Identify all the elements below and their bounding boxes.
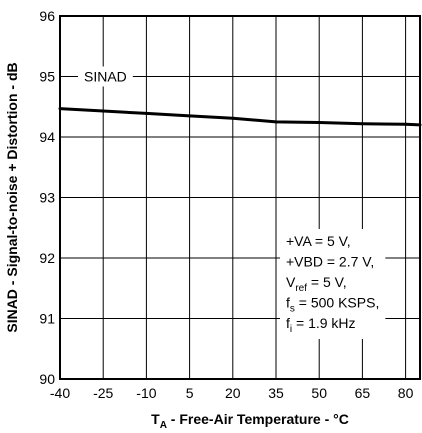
annotation-text: f	[286, 295, 290, 311]
annotation-text: f	[286, 315, 290, 331]
x-tick-label: 35	[268, 385, 284, 401]
annotation-text: +VA = 5 V,	[286, 233, 351, 249]
x-axis-title-symbol: T	[151, 411, 160, 427]
x-tick-label: 5	[186, 385, 194, 401]
annotation-text: = 1.9 kHz	[292, 315, 355, 331]
annotation-text: = 500 KSPS,	[295, 295, 379, 311]
annotation-subscript: s	[290, 304, 295, 315]
series-point	[360, 122, 364, 126]
series-label-background	[78, 66, 133, 87]
annotation-line: +VBD = 2.7 V,	[286, 254, 374, 270]
series-point	[274, 120, 278, 124]
x-axis-title-subscript: A	[160, 420, 167, 431]
annotation-line: fs = 500 KSPS,	[286, 295, 379, 315]
annotation-text: V	[286, 274, 296, 290]
annotation-background	[280, 229, 386, 339]
annotation-subscript: ref	[295, 283, 307, 294]
y-tick-label: 92	[39, 250, 55, 266]
x-tick-label: -40	[50, 385, 70, 401]
series-label-sinad: SINAD	[84, 69, 127, 85]
grid-lines	[59, 15, 420, 380]
series-point	[317, 120, 321, 124]
series-layer: SINAD	[58, 66, 422, 127]
y-tick-label: 96	[39, 8, 55, 24]
series-point	[144, 111, 148, 115]
series-line-sinad	[59, 107, 421, 127]
series-point	[418, 123, 422, 127]
annotation-text: = 5 V,	[307, 274, 347, 290]
y-tick-label: 91	[39, 311, 55, 327]
annotation-line: Vref = 5 V,	[286, 274, 347, 294]
annotation-line: +VA = 5 V,	[286, 233, 351, 249]
x-axis-title-text: - Free-Air Temperature - °C	[167, 411, 349, 427]
series-point	[101, 109, 105, 113]
x-tick-label: 20	[225, 385, 241, 401]
x-tick-label: -10	[136, 385, 156, 401]
annotation-subscript: i	[290, 324, 292, 335]
series-point	[58, 107, 62, 111]
plot-frame	[59, 15, 421, 380]
y-axis-title: SINAD - Signal-to-noise + Distortion - d…	[4, 62, 20, 332]
tick-labels: -40 -25 -10 5 20 35 50 65 80 90 91 92 93 94 95 96	[39, 8, 413, 401]
series-point	[404, 122, 408, 126]
x-tick-label: 65	[355, 385, 371, 401]
x-tick-label: 50	[311, 385, 327, 401]
series-point	[231, 116, 235, 120]
annotation-text: +VBD = 2.7 V,	[286, 254, 374, 270]
y-tick-label: 93	[39, 190, 55, 206]
x-tick-label: 80	[398, 385, 414, 401]
y-tick-label: 90	[39, 371, 55, 387]
series-point	[188, 114, 192, 118]
conditions-annotation: +VA = 5 V,+VBD = 2.7 V,Vref = 5 V,fs = 5…	[280, 229, 386, 339]
annotation-line: fi = 1.9 kHz	[286, 315, 356, 335]
y-tick-label: 95	[39, 69, 55, 85]
x-axis-title: TA - Free-Air Temperature - °C	[151, 411, 349, 431]
x-tick-label: -25	[93, 385, 113, 401]
y-tick-label: 94	[39, 129, 55, 145]
